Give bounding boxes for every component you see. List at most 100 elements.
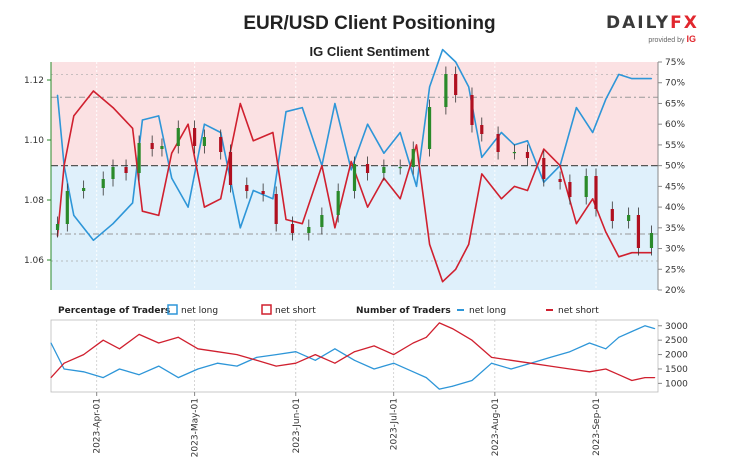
point-net-short-count — [654, 377, 656, 379]
candle-down — [610, 209, 614, 221]
right-tick-label: 25% — [665, 265, 685, 275]
x-tick-label: 2023-Sep-01 — [592, 398, 602, 456]
point-net-short-pct — [399, 198, 401, 200]
point-net-long-pct — [415, 185, 418, 187]
right-tick-label: 40% — [665, 203, 685, 213]
candle-up — [336, 191, 340, 215]
candle-down — [245, 185, 249, 191]
point-net-short-pct — [350, 160, 352, 163]
point-net-long-pct — [428, 86, 431, 88]
candle-down — [525, 152, 530, 158]
point-net-short-pct — [468, 243, 470, 245]
legend-pct-long: net long — [181, 306, 218, 316]
sentiment-panel: 1.06 1.08 1.10 1.12 20% 25% 30% 35% 40% 45% 50% 55%… — [24, 48, 685, 296]
candle-up — [649, 233, 654, 248]
candle-up — [82, 188, 86, 191]
point-net-long-pct — [383, 152, 385, 154]
candle-down — [192, 128, 197, 146]
point-net-long-pct — [272, 198, 274, 200]
point-net-long-pct — [618, 73, 620, 76]
point-net-short-count — [530, 362, 532, 364]
point-net-long-count — [393, 362, 395, 364]
point-net-short-pct — [131, 127, 134, 129]
point-net-short-count — [50, 377, 52, 379]
count-tick-label: 1000 — [665, 379, 688, 389]
point-net-short-pct — [252, 140, 254, 142]
point-net-short-pct — [239, 102, 241, 105]
legend-pct-long-swatch — [167, 304, 178, 315]
x-tick-label: 2023-Aug-01 — [491, 398, 501, 456]
point-net-long-count — [644, 325, 646, 327]
point-net-long-pct — [92, 239, 95, 241]
point-net-short-pct — [366, 206, 369, 208]
left-tick-label: 1.08 — [24, 196, 44, 206]
right-tick-label: 45% — [665, 182, 685, 192]
candle-down — [496, 134, 500, 152]
point-net-long-pct — [131, 202, 134, 204]
point-net-long-count — [373, 368, 375, 370]
count-tick-label: 2000 — [665, 351, 688, 361]
chart-title: EUR/USD Client Positioning — [243, 13, 496, 34]
point-net-long-count — [510, 368, 512, 370]
point-net-short-count — [334, 362, 336, 364]
candle-up — [382, 167, 386, 173]
point-net-long-count — [138, 374, 140, 376]
point-net-short-count — [549, 365, 551, 367]
point-net-short-pct — [415, 144, 418, 146]
legend: Percentage of Traders net long net short… — [58, 304, 599, 316]
point-net-short-count — [425, 336, 427, 338]
point-net-short-count — [119, 348, 121, 350]
point-net-short-count — [102, 339, 104, 341]
logo-wordmark-b: FX — [670, 13, 699, 33]
point-net-short-pct — [631, 252, 633, 254]
point-net-short-pct — [272, 131, 274, 134]
point-net-long-pct — [56, 94, 59, 96]
point-net-short-pct — [442, 281, 444, 283]
logo-provided-by: provided by IG — [606, 34, 696, 44]
point-net-long-count — [549, 356, 551, 358]
candle-up — [137, 143, 141, 173]
count-tick-label: 1500 — [665, 365, 688, 375]
point-net-short-count — [83, 354, 85, 356]
candle-down — [454, 74, 458, 95]
point-net-long-pct — [203, 123, 205, 125]
point-net-short-pct — [73, 115, 75, 117]
point-net-short-pct — [112, 107, 114, 109]
point-net-long-count — [618, 336, 620, 338]
point-net-short-pct — [220, 198, 222, 200]
logo-wordmark-a: DAILY — [606, 13, 671, 33]
point-net-long-pct — [592, 131, 594, 134]
point-net-short-pct — [513, 185, 516, 187]
point-net-short-count — [451, 328, 453, 330]
candle-up — [320, 215, 324, 227]
legend-pct-title: Percentage of Traders — [58, 306, 170, 316]
point-net-long-pct — [631, 77, 633, 80]
point-net-long-count — [216, 362, 218, 364]
point-net-short-count — [412, 342, 414, 344]
right-tick-label: 55% — [665, 141, 685, 151]
candle-up — [307, 227, 311, 233]
point-net-long-pct — [500, 131, 502, 134]
candle-up — [584, 176, 588, 197]
point-net-long-count — [569, 351, 571, 353]
point-net-long-count — [50, 342, 52, 344]
candle-down — [470, 95, 474, 125]
candle-down — [542, 158, 546, 179]
point-net-short-pct — [500, 198, 502, 200]
point-net-long-pct — [468, 86, 470, 88]
point-net-short-pct — [63, 165, 65, 167]
candle-down — [558, 179, 562, 182]
point-net-long-pct — [366, 123, 369, 125]
candle-up — [512, 152, 517, 154]
point-net-short-count — [354, 351, 355, 353]
candle-down — [290, 224, 295, 233]
point-net-long-pct — [350, 169, 352, 171]
x-tick-label: 2023-May-01 — [191, 398, 201, 457]
point-net-short-count — [618, 374, 620, 376]
point-net-short-count — [177, 336, 179, 338]
point-net-long-pct — [239, 227, 241, 229]
candle-up — [427, 107, 432, 149]
point-net-short-count — [236, 354, 238, 356]
point-net-long-pct — [171, 177, 173, 179]
